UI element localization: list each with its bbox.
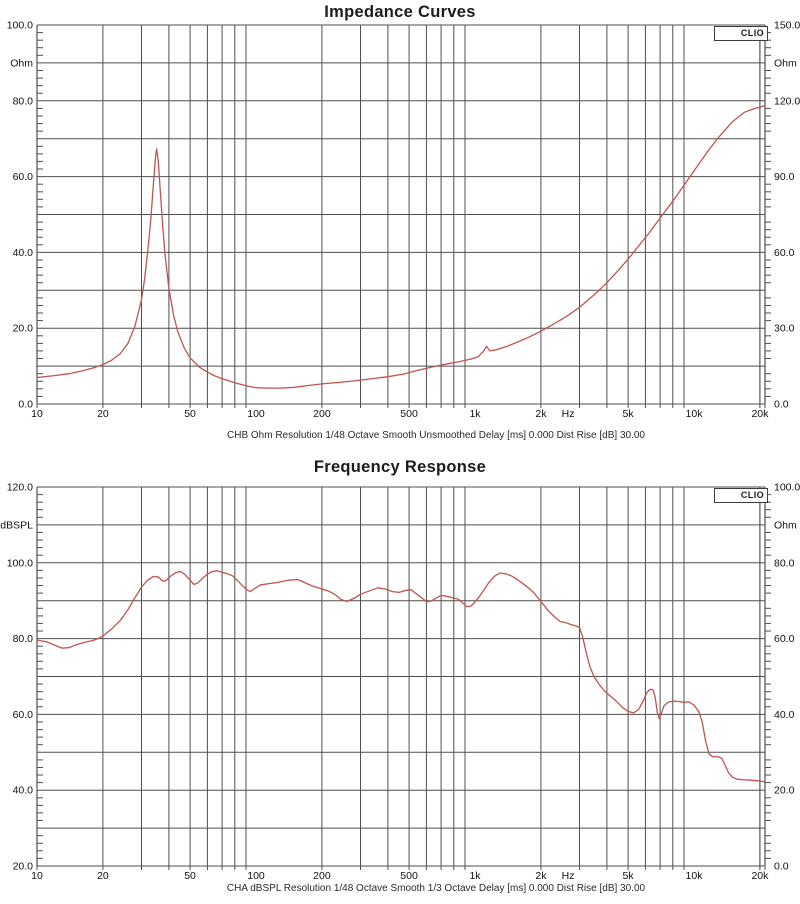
x-axis-label: 50 [184,870,196,882]
x-axis-label: 2k [535,408,547,420]
x-axis-label: 500 [400,870,418,882]
y-right-axis-label: 80.0 [774,557,795,569]
x-axis-label: 500 [400,408,418,420]
y-left-axis-label: 120.0 [7,482,33,494]
x-axis-label: 5k [623,408,635,420]
y-left-axis-label: dBSPL [0,519,33,531]
clio-logo-badge: CLIO [714,488,768,503]
y-right-axis-label: Ohm [774,519,797,531]
y-left-axis-label: 40.0 [13,247,34,259]
frequency-response-chart-canvas: 120.0dBSPL100.080.060.040.020.0100.0Ohm8… [0,482,800,883]
y-right-axis-label: 120.0 [774,95,800,107]
measurement-curve-0 [36,105,766,389]
y-left-axis-label: 20.0 [13,861,34,873]
y-right-axis-label: 40.0 [774,709,795,721]
x-axis-label: 200 [313,408,331,420]
y-right-axis-label: 60.0 [774,247,795,259]
y-right-axis-label: 90.0 [774,171,795,183]
y-right-axis-label: Ohm [774,57,797,69]
x-axis-label: 100 [247,408,265,420]
y-right-axis-label: 30.0 [774,323,795,335]
clio-logo-badge: CLIO [714,26,768,41]
y-right-axis-label: 100.0 [774,482,800,494]
y-left-axis-label: 80.0 [13,633,34,645]
y-right-axis-label: 60.0 [774,633,795,645]
x-axis-label: 2k [535,870,547,882]
frequency-response-chart-caption: CHA dBSPL Resolution 1/48 Octave Smooth … [226,883,646,894]
y-left-axis-label: 100.0 [7,557,33,569]
x-axis-label: 5k [623,870,635,882]
x-axis-label: Hz [562,870,575,882]
y-left-axis-label: 60.0 [13,171,34,183]
x-axis-label: 20k [751,408,769,420]
x-axis-label: 10 [31,408,43,420]
frequency-response-chart-title: Frequency Response [313,458,487,476]
y-left-axis-label: 40.0 [13,785,34,797]
x-axis-label: 10 [31,870,43,882]
y-left-axis-label: 0.0 [18,399,33,411]
y-right-axis-label: 150.0 [774,20,800,32]
y-right-axis-label: 0.0 [774,861,789,873]
y-left-axis-label: Ohm [10,57,33,69]
impedance-chart-caption: CHB Ohm Resolution 1/48 Octave Smooth Un… [227,430,645,441]
y-left-axis-label: 100.0 [7,20,33,32]
impedance-chart-title: Impedance Curves [324,3,476,21]
y-left-axis-label: 80.0 [13,95,34,107]
x-axis-label: 50 [184,408,196,420]
impedance-chart-section: Impedance Curves 100.0 Ohm 80.0 60.0 40.0 20.… [7,3,800,441]
x-axis-label: 10k [686,408,704,420]
y-left-axis-label: 60.0 [13,709,34,721]
y-left-axis-label: 20.0 [13,323,34,335]
x-axis-label: Hz [562,408,575,420]
frequency-response-chart-section: Frequency Response 120.0 dBSPL 100.0 80.0 60… [0,452,800,904]
y-right-axis-label: 0.0 [774,399,789,411]
y-right-axis-label: 20.0 [774,785,795,797]
x-axis-label: 20k [751,870,769,882]
x-axis-label: 100 [247,870,265,882]
x-axis-label: 20 [97,408,109,420]
x-axis-label: 20 [97,870,109,882]
x-axis-label: 1k [469,408,481,420]
x-axis-label: 200 [313,870,331,882]
measurement-curve-1 [36,570,766,783]
x-axis-label: 10k [686,870,704,882]
impedance-chart-canvas: 100.0Ohm80.060.040.020.00.0150.0Ohm120.0… [7,20,800,421]
x-axis-label: 1k [469,870,481,882]
